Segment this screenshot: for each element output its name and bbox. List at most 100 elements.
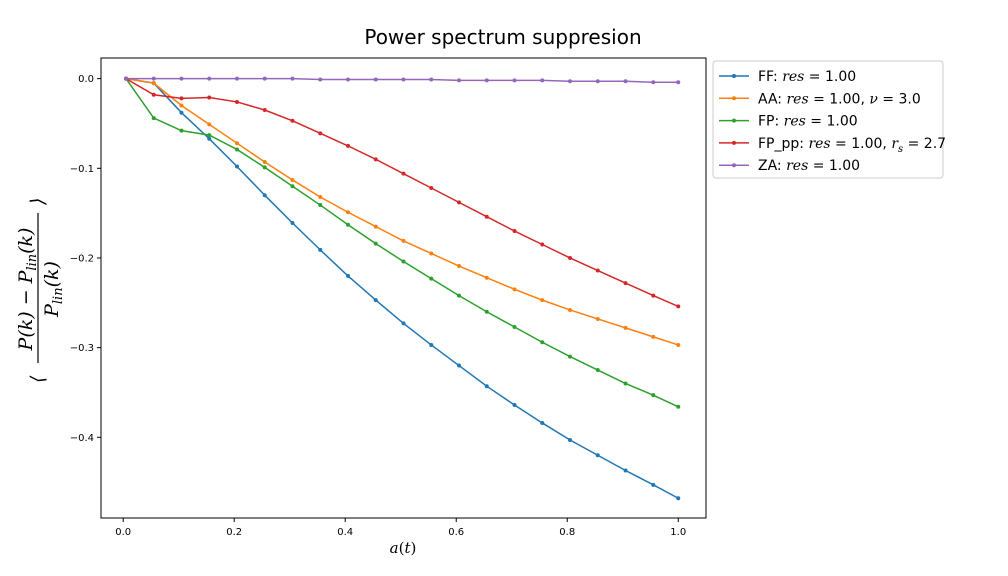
data-point <box>623 325 628 330</box>
y-tick-label: −0.2 <box>70 253 94 264</box>
data-point <box>512 403 517 408</box>
data-point <box>373 298 378 303</box>
data-point <box>346 210 350 215</box>
data-point <box>207 95 212 100</box>
data-point <box>457 200 461 205</box>
data-point <box>151 116 156 121</box>
data-point <box>179 103 184 108</box>
data-point <box>429 186 434 191</box>
data-point <box>540 298 545 303</box>
data-point <box>401 259 406 264</box>
legend-item: ZA: res = 1.00 <box>719 158 860 174</box>
series-4 <box>123 76 681 309</box>
data-point <box>568 354 573 359</box>
legend-marker <box>732 163 736 168</box>
data-point <box>290 118 295 123</box>
data-point <box>540 242 545 247</box>
legend-marker <box>732 140 736 145</box>
svg-text:P(k) − Plin(k): P(k) − Plin(k) <box>15 228 40 352</box>
data-point <box>568 255 573 260</box>
data-point <box>262 165 267 170</box>
y-tick-label: 0.0 <box>78 74 94 85</box>
data-point <box>540 78 545 83</box>
data-point <box>484 384 489 389</box>
data-point <box>318 194 323 199</box>
data-point <box>290 177 295 182</box>
data-point <box>207 76 212 81</box>
y-axis-label: ⟨ P(k) − Plin(k) Plin(k) ⟩ <box>15 198 66 383</box>
data-point <box>651 393 656 398</box>
data-point <box>207 122 212 127</box>
data-point <box>676 404 681 409</box>
data-point <box>262 160 267 165</box>
data-point <box>540 340 545 345</box>
data-point <box>457 363 461 368</box>
x-tick-label: 1.0 <box>670 527 686 538</box>
series-line <box>125 77 679 308</box>
data-point <box>568 79 573 84</box>
data-point <box>457 78 461 83</box>
data-point <box>318 247 323 252</box>
x-tick-label: 0.4 <box>337 527 353 538</box>
data-point <box>512 78 517 83</box>
series-1 <box>123 76 681 501</box>
data-point <box>262 193 267 198</box>
legend-marker <box>732 74 736 78</box>
data-point <box>346 273 350 278</box>
data-point <box>234 164 239 169</box>
legend-marker <box>732 96 736 101</box>
series-line <box>125 77 679 499</box>
legend-label: FP: res = 1.00 <box>758 114 858 130</box>
data-point <box>651 293 656 298</box>
data-point <box>484 214 489 219</box>
svg-text:Plin(k): Plin(k) <box>41 261 66 318</box>
data-point <box>512 325 517 330</box>
data-point <box>595 368 600 373</box>
y-tick-label: −0.3 <box>70 343 94 354</box>
series-line <box>125 78 679 408</box>
data-point <box>318 131 323 136</box>
data-point <box>512 287 517 292</box>
x-tick-label: 0.6 <box>448 527 464 538</box>
data-point <box>651 334 656 339</box>
data-point <box>484 275 489 280</box>
y-tick-label: −0.1 <box>70 164 94 175</box>
plot-area <box>100 57 707 519</box>
data-point <box>676 342 681 347</box>
data-point <box>234 147 239 152</box>
data-point <box>484 309 489 314</box>
series-layer <box>123 76 681 501</box>
data-point <box>373 241 378 246</box>
data-point <box>429 251 434 256</box>
svg-text:⟨: ⟨ <box>27 375 49 383</box>
data-point <box>373 224 378 229</box>
series-3 <box>123 76 681 409</box>
legend-item: FP_pp: res = 1.00, rs = 2.7 <box>719 136 946 155</box>
x-tick-label: 0.2 <box>226 527 242 538</box>
data-point <box>151 81 156 86</box>
data-point <box>179 110 184 115</box>
data-point <box>401 171 406 176</box>
data-point <box>568 307 573 312</box>
x-tick-label: 0.0 <box>115 527 131 538</box>
legend: FF: res = 1.00 AA: res = 1.00, ν = 3.0 FP:… <box>712 60 946 179</box>
data-point <box>595 79 600 84</box>
chart-title: Power spectrum suppresion <box>364 25 641 49</box>
legend-item: FF: res = 1.00 <box>719 69 856 85</box>
legend-label: AA: res = 1.00, ν = 3.0 <box>758 91 921 107</box>
svg-text:⟩: ⟩ <box>27 198 49 206</box>
data-point <box>676 496 681 501</box>
data-point <box>290 76 295 81</box>
data-point <box>290 184 295 189</box>
legend-label: ZA: res = 1.00 <box>758 158 860 174</box>
x-axis: 0.0 0.2 0.4 0.6 0.8 1.0 <box>115 518 686 538</box>
legend-item: FP: res = 1.00 <box>719 114 858 130</box>
data-point <box>595 268 600 273</box>
series-2 <box>123 76 681 347</box>
data-point <box>484 78 489 83</box>
data-point <box>595 316 600 321</box>
x-axis-label: a(t) <box>390 539 417 557</box>
data-point <box>595 453 600 458</box>
data-point <box>207 133 212 138</box>
